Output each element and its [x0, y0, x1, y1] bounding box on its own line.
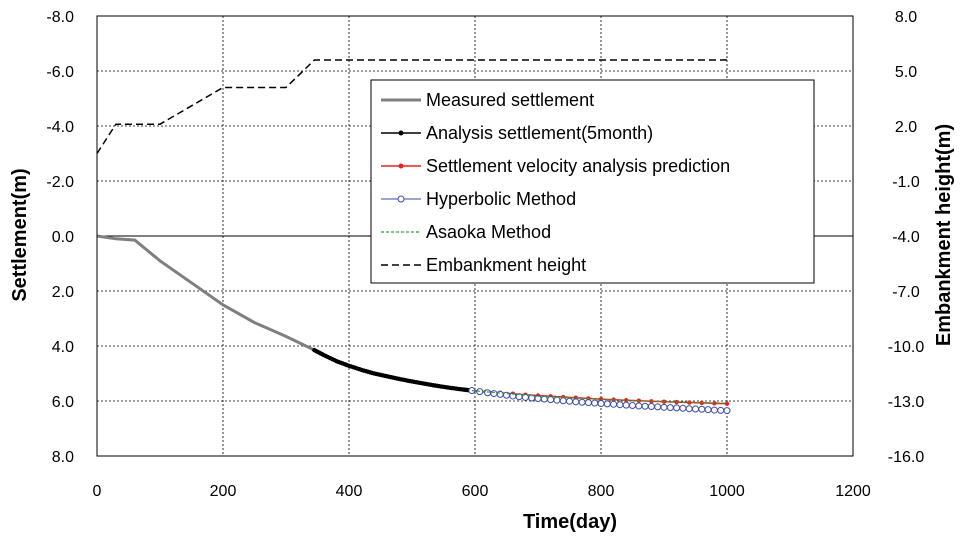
y-tick-label: 0.0	[52, 229, 74, 246]
legend-label-measured-settlement: Measured settlement	[426, 90, 594, 110]
embankment-height-line	[96, 59, 727, 154]
y-tick-label: -4.0	[46, 119, 74, 136]
x-tick-label: 800	[588, 483, 615, 500]
y2-tick-label: 5.0	[895, 64, 917, 81]
y-axis-title: Settlement(m)	[9, 168, 31, 301]
hyperbolic-method-point	[591, 399, 599, 407]
y2-tick-labels: 8.0 5.0 2.0 -1.0 -4.0 -7.0 -10.0 -13.0 -16.0	[888, 9, 925, 466]
legend-label-hyperbolic-method: Hyperbolic Method	[426, 189, 576, 209]
hyperbolic-method-point	[553, 396, 561, 404]
legend-label-analysis-settlement-5month: Analysis settlement(5month)	[426, 123, 653, 143]
hyperbolic-method-point	[616, 401, 624, 409]
hyperbolic-method-point	[654, 403, 662, 411]
hyperbolic-method-point	[566, 397, 573, 405]
hyperbolic-method-point	[584, 399, 592, 407]
hyperbolic-method-point	[717, 406, 725, 414]
hyperbolic-method-point	[704, 406, 712, 414]
hyperbolic-method-point	[490, 390, 498, 398]
y-tick-label: 2.0	[52, 284, 74, 301]
hyperbolic-method-point	[547, 396, 555, 404]
hyperbolic-method-point	[484, 389, 492, 397]
settlement-velocity-analysis-prediction-point	[624, 397, 629, 403]
x-tick-label: 200	[210, 483, 237, 500]
y-tick-label: -2.0	[46, 174, 74, 191]
hyperbolic-method-point	[660, 403, 668, 411]
measured-settlement-line	[96, 234, 316, 352]
hyperbolic-method-point	[559, 397, 567, 405]
hyperbolic-method-point	[635, 402, 643, 410]
y2-tick-label: -1.0	[892, 174, 920, 191]
legend-box	[370, 79, 815, 284]
x-tick-label: 1000	[709, 483, 745, 500]
legend-label-asaoka-method: Asaoka Method	[426, 222, 551, 242]
legend-marker-analysis-settlement-5month	[398, 130, 404, 136]
y2-tick-label: -4.0	[892, 229, 920, 246]
hyperbolic-method-point	[710, 406, 718, 414]
hyperbolic-method-point	[597, 399, 605, 407]
y-tick-label: 8.0	[52, 449, 74, 466]
settlement-velocity-analysis-prediction-point	[649, 399, 654, 404]
hyperbolic-method-point	[673, 404, 681, 412]
hyperbolic-method-point	[685, 405, 693, 413]
hyperbolic-method-point	[692, 405, 699, 413]
y-tick-label: -8.0	[46, 9, 74, 26]
y2-tick-label: 2.0	[895, 119, 917, 136]
legend-label-settlement-velocity-analysis-prediction: Settlement velocity analysis prediction	[426, 156, 730, 176]
legend: Measured settlement Analysis settlement(5…	[370, 79, 815, 284]
y2-tick-label: -10.0	[888, 339, 925, 356]
hyperbolic-method-point	[629, 402, 636, 410]
y2-tick-label: -16.0	[888, 449, 925, 466]
hyperbolic-method-point	[723, 407, 731, 415]
y-tick-label: -6.0	[46, 64, 74, 81]
hyperbolic-method-point	[610, 400, 618, 408]
y-tick-label: 6.0	[52, 394, 74, 411]
settlement-velocity-analysis-prediction-point	[724, 401, 730, 406]
y-tick-label: 4.0	[52, 339, 74, 356]
hyperbolic-method-point	[578, 398, 586, 406]
hyperbolic-method-point	[603, 400, 611, 408]
plot-frame	[96, 15, 854, 457]
hyperbolic-method-point	[666, 404, 674, 412]
hyperbolic-method-point	[641, 402, 649, 410]
legend-label-embankment-height: Embankment height	[426, 255, 586, 275]
y2-tick-label: -7.0	[892, 284, 920, 301]
x-tick-label: 0	[93, 483, 102, 500]
x-tick-labels: 0 200 400 600 800 1000 1200	[93, 483, 871, 500]
x-tick-label: 600	[462, 483, 489, 500]
y2-axis-title: Embankment height(m)	[933, 124, 955, 346]
series-layer	[96, 59, 731, 415]
legend-marker-hyperbolic-method	[397, 195, 405, 203]
y2-tick-label: 8.0	[895, 9, 917, 26]
x-tick-label: 400	[336, 483, 363, 500]
x-tick-label: 1200	[835, 483, 871, 500]
hyperbolic-method-point	[698, 405, 706, 413]
hyperbolic-method-point	[572, 398, 580, 406]
legend-marker-settlement-velocity-analysis-prediction	[398, 163, 404, 169]
hyperbolic-method-point	[622, 401, 630, 409]
x-axis-title: Time(day)	[523, 511, 617, 533]
hyperbolic-method-point	[679, 404, 687, 412]
y-tick-labels: -8.0 -6.0 -4.0 -2.0 0.0 2.0 4.0 6.0 8.0	[46, 9, 74, 466]
hyperbolic-method-point	[647, 403, 655, 410]
y2-tick-label: -13.0	[888, 394, 925, 411]
